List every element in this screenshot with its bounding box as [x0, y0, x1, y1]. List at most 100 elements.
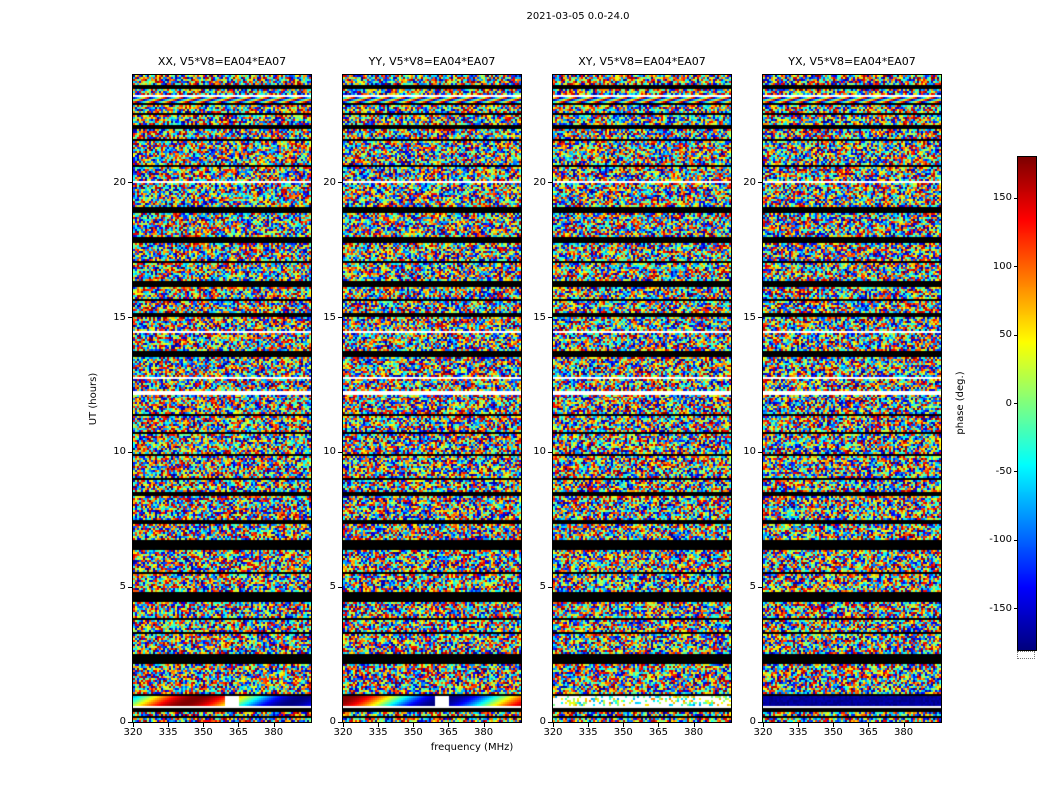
x-tick-label: 335 [368, 727, 388, 738]
y-tick-label: 5 [749, 581, 756, 593]
colorbar-label: phase (deg.) [955, 371, 966, 435]
y-tick-mark [548, 721, 552, 723]
colorbar-tick-label: 0 [1005, 397, 1012, 409]
y-tick-label: 10 [113, 446, 126, 458]
heatmap-yy [342, 74, 522, 723]
y-tick-label: 15 [323, 311, 336, 323]
x-tick-label: 320 [543, 727, 563, 738]
figure-title: 2021-03-05 0.0-24.0 [526, 11, 630, 22]
y-tick-mark [548, 182, 552, 184]
colorbar-tick-label: -50 [995, 465, 1012, 477]
y-tick-label: 0 [749, 716, 756, 727]
y-tick-label: 0 [539, 716, 546, 727]
x-tick-label: 365 [228, 727, 248, 738]
x-tick-label: 380 [893, 727, 914, 738]
y-tick-label: 5 [329, 581, 336, 593]
panel-title-xy: XY, V5*V8=EA04*EA07 [578, 55, 706, 68]
colorbar-gradient [1017, 156, 1037, 651]
x-tick-label: 365 [858, 727, 878, 738]
x-tick-mark [483, 723, 485, 727]
x-axis-label: frequency (MHz) [430, 742, 514, 753]
y-tick-mark [338, 317, 342, 319]
y-tick-label: 5 [539, 581, 546, 593]
y-tick-mark [128, 721, 132, 723]
x-tick-label: 335 [158, 727, 178, 738]
x-tick-mark [903, 723, 905, 727]
y-tick-mark [548, 317, 552, 319]
panel-title-yy: YY, V5*V8=EA04*EA07 [368, 55, 496, 68]
x-tick-label: 380 [263, 727, 284, 738]
x-tick-label: 365 [438, 727, 458, 738]
y-tick-label: 5 [119, 581, 126, 593]
x-tick-mark [553, 723, 554, 727]
y-tick-label: 15 [533, 311, 546, 323]
x-tick-label: 380 [683, 727, 704, 738]
x-tick-label: 380 [473, 727, 494, 738]
x-tick-mark [273, 723, 275, 727]
x-tick-label: 320 [333, 727, 353, 738]
x-tick-mark [798, 723, 800, 727]
y-tick-label: 10 [533, 446, 546, 458]
x-tick-label: 320 [753, 727, 773, 738]
x-tick-label: 365 [648, 727, 668, 738]
y-axis-label: UT (hours) [88, 372, 99, 426]
heatmap-xx [132, 74, 312, 723]
x-tick-mark [413, 723, 415, 727]
y-tick-label: 15 [113, 311, 126, 323]
colorbar-tick-mark [1014, 608, 1017, 610]
colorbar-tick-mark [1014, 266, 1017, 268]
colorbar-tick-mark [1014, 471, 1017, 473]
y-tick-mark [338, 721, 342, 723]
y-tick-mark [758, 317, 762, 319]
y-tick-mark [758, 586, 762, 588]
y-tick-label: 20 [743, 176, 756, 188]
y-tick-label: 20 [533, 176, 546, 188]
y-tick-mark [548, 451, 552, 453]
y-tick-mark [548, 586, 552, 588]
y-tick-mark [758, 451, 762, 453]
x-tick-label: 350 [823, 727, 843, 738]
colorbar-tick-mark [1014, 403, 1017, 404]
y-tick-label: 0 [329, 716, 336, 727]
x-tick-label: 335 [788, 727, 808, 738]
y-tick-mark [758, 721, 762, 723]
x-tick-mark [658, 723, 660, 727]
y-tick-label: 20 [113, 176, 126, 188]
x-tick-mark [133, 723, 134, 727]
x-tick-label: 335 [578, 727, 598, 738]
y-tick-mark [338, 451, 342, 453]
colorbar-under-extension [1017, 651, 1035, 659]
y-tick-mark [128, 451, 132, 453]
x-tick-mark [343, 723, 344, 727]
colorbar-tick-mark [1014, 539, 1017, 541]
x-tick-label: 350 [193, 727, 213, 738]
x-tick-mark [203, 723, 205, 727]
x-tick-mark [448, 723, 450, 727]
colorbar-tick-label: 50 [999, 329, 1012, 341]
x-tick-mark [868, 723, 870, 727]
colorbar-tick-label: 100 [992, 260, 1012, 272]
y-tick-mark [338, 586, 342, 588]
y-tick-mark [338, 182, 342, 184]
x-tick-mark [623, 723, 625, 727]
x-tick-label: 350 [403, 727, 423, 738]
panel-title-yx: YX, V5*V8=EA04*EA07 [788, 55, 916, 68]
colorbar-tick-mark [1014, 334, 1017, 336]
x-tick-mark [378, 723, 380, 727]
colorbar-tick-label: 150 [992, 192, 1012, 204]
y-tick-mark [128, 586, 132, 588]
y-tick-mark [128, 182, 132, 184]
x-tick-label: 320 [123, 727, 143, 738]
heatmap-yx [762, 74, 942, 723]
y-tick-label: 10 [323, 446, 336, 458]
x-tick-mark [168, 723, 170, 727]
panel-title-xx: XX, V5*V8=EA04*EA07 [157, 55, 287, 68]
y-tick-mark [758, 182, 762, 184]
colorbar-tick-mark [1014, 197, 1017, 199]
colorbar-tick-label: -100 [989, 534, 1012, 546]
x-tick-mark [763, 723, 764, 727]
x-tick-mark [693, 723, 695, 727]
x-tick-label: 350 [613, 727, 633, 738]
y-tick-label: 20 [323, 176, 336, 188]
